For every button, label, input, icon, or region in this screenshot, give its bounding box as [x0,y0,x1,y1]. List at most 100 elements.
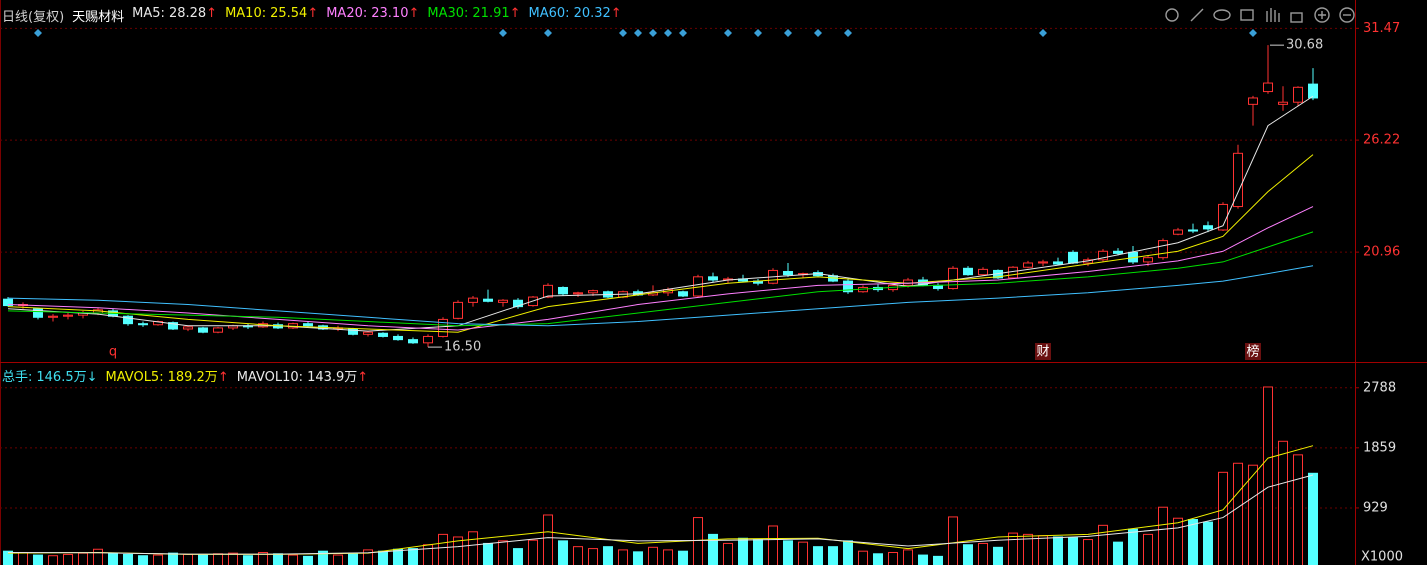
volume-label: 总手: [2,370,33,385]
ma-line [7,95,1314,332]
ma-legend: MA60: 20.32↑ [529,6,622,25]
volume-bar [498,540,508,565]
volume-bar [183,553,193,565]
y-tick-label: 1859 [1363,440,1396,455]
flag-label: 财 [1036,345,1049,360]
lock-icon[interactable] [1290,12,1303,23]
volume-bar [1143,533,1153,565]
mavol-trend: ↑ [357,370,369,385]
volume-bar [1173,517,1183,565]
box-icon[interactable] [1240,9,1254,21]
event-marker [754,29,762,37]
ma-legend: MA5: 28.28↑ [132,6,217,25]
volume-bar [933,555,943,565]
candle-body [1158,240,1168,259]
zoom-in-icon[interactable] [1314,7,1330,23]
ma-trend: ↑ [610,6,622,21]
candle-body [1008,266,1018,279]
volume-bar [843,540,853,565]
mavol-trend: ↑ [217,370,229,385]
volume-bar [93,548,103,565]
zoom-out-icon[interactable] [1339,7,1355,23]
volume-bar [723,542,733,565]
mavol-value: 143.9万 [307,370,358,385]
volume-bar [1203,521,1213,565]
volume-bar [798,541,808,565]
candle-body [468,297,478,303]
volume-header: 总手: 146.5万↓ MAVOL5: 189.2万↑ MAVOL10: 143.9万↑ [2,366,368,385]
volume-bar [423,544,433,565]
candle-body [948,267,958,290]
ma-trend: ↑ [307,6,319,21]
mavol-label: MAVOL10: [236,370,304,385]
volume-bar [1008,532,1018,565]
price-header: 日线(复权) 天赐材料 MA5: 28.28↑ MA10: 25.54↑ MA20: 23.1… [2,6,622,25]
volume-bar [903,549,913,565]
y-tick-label: 20.96 [1363,245,1400,260]
hand-icon[interactable] [1266,8,1280,22]
candle-body [1203,225,1213,230]
volume-bar [528,539,538,565]
candle-body [198,327,208,333]
volume-bar [663,549,673,565]
ma-trend: ↑ [206,6,218,21]
candle-body [543,284,553,298]
ma-legend: MA20: 23.10↑ [326,6,419,25]
volume-bar [123,553,133,565]
volume-bar [1083,539,1093,565]
volume-bar [678,550,688,565]
volume-bar [648,546,658,565]
volume-bar [1308,472,1318,565]
candle-body [168,322,178,330]
y-tick-label: 929 [1363,500,1388,515]
ma-label: MA60: [528,6,570,21]
volume-bar [78,552,88,565]
volume-bar [378,550,388,565]
event-marker [634,29,642,37]
candle-body [1143,257,1153,263]
ma-value: 23.10 [371,6,409,21]
ma-label: MA10: [225,6,267,21]
candle-body [573,292,583,295]
settings-icon[interactable] [1165,8,1179,22]
mavol-value: 189.2万 [167,370,218,385]
period: 日线(复权) [2,10,65,25]
candle-body [843,280,853,293]
candle-body [63,314,73,317]
volume-bar [213,553,223,565]
flag-box [1245,343,1261,360]
volume-bar [693,517,703,565]
candle-body [138,323,148,326]
volume-bar [858,550,868,565]
candle-body [1068,251,1078,264]
draw-icon[interactable] [1190,8,1204,22]
ma-trend: ↑ [408,6,420,21]
candle-body [363,331,373,335]
volume-bar [828,546,838,565]
ma-trend: ↑ [509,6,521,21]
event-marker [1039,29,1047,37]
candle-body [558,286,568,295]
ma-line [7,231,1314,327]
mavol-legend: MAVOL5: 189.2万↑ [106,366,229,385]
volume-bar [978,542,988,565]
volume-bar [393,548,403,565]
volume-unit: X1000 [1361,550,1403,565]
volume-bar [258,551,268,565]
volume-bar [363,549,373,565]
ma-label: MA20: [326,6,368,21]
candle-body [453,301,463,319]
volume-bar [768,525,778,565]
ma-line [7,154,1314,333]
volume-bar [288,554,298,565]
volume-bar [438,533,448,565]
event-marker [814,29,822,37]
candle-body [513,299,523,308]
volume-bar [303,555,313,565]
flag-box [1035,343,1051,360]
view-icon[interactable] [1213,9,1231,21]
volume-bar [543,514,553,565]
volume-bar [108,552,118,565]
